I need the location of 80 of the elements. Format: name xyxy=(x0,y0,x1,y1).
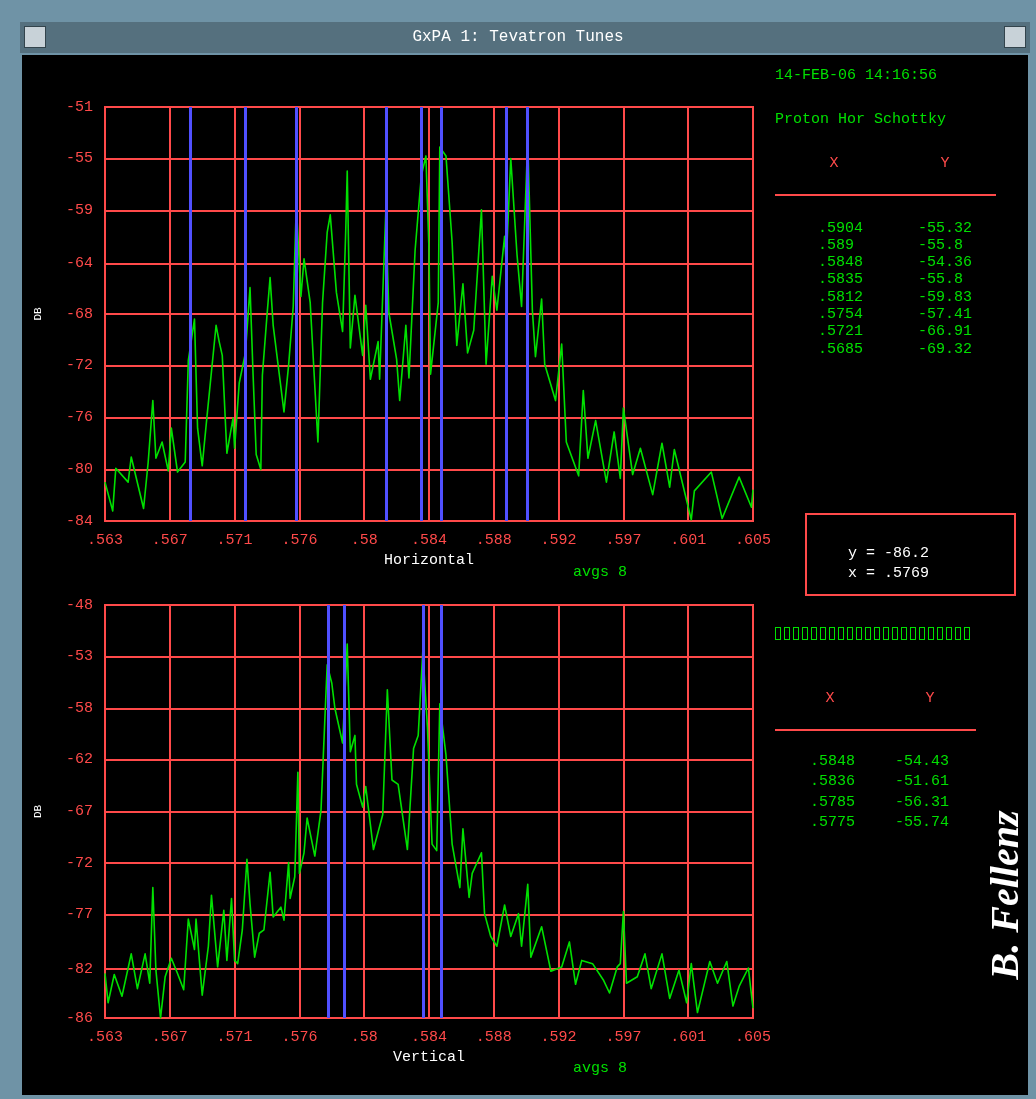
y-tick-label: -86 xyxy=(65,1009,93,1027)
y-tick-label: -51 xyxy=(65,98,93,116)
text: -55.8 xyxy=(918,236,964,254)
text: avgs 8 xyxy=(573,1059,628,1077)
x-tick-label: .58 xyxy=(350,532,378,549)
y-axis-title: DB xyxy=(31,307,44,321)
x-tick-label: .571 xyxy=(216,1029,253,1046)
x-tick-label: .584 xyxy=(410,1029,448,1046)
y-tick-label: -67 xyxy=(65,803,93,820)
text: .5848 xyxy=(810,752,856,770)
y-tick-label: -68 xyxy=(65,305,93,323)
y-axis-title: DB xyxy=(31,804,44,819)
x-tick-label: .571 xyxy=(216,532,253,549)
text: -57.41 xyxy=(918,306,973,323)
text: Y xyxy=(925,689,935,707)
y-tick-label: -58 xyxy=(65,699,93,717)
x-tick-label: .601 xyxy=(670,1029,707,1046)
text: -66.91 xyxy=(918,323,973,341)
y-tick-label: -72 xyxy=(65,357,93,375)
x-tick-label: .567 xyxy=(151,532,188,549)
text: .5754 xyxy=(818,306,864,323)
x-tick-label: .597 xyxy=(605,532,642,549)
text: -59.83 xyxy=(918,288,973,306)
text: .5836 xyxy=(810,773,856,790)
y-tick-label: -77 xyxy=(65,906,93,924)
y-tick-label: -55 xyxy=(65,150,93,168)
x-tick-label: .592 xyxy=(540,1029,577,1046)
x-tick-label: .563 xyxy=(86,1029,124,1046)
x-tick-label: .605 xyxy=(734,1029,772,1046)
text: .5848 xyxy=(818,254,864,272)
x-tick-label: .58 xyxy=(350,1029,378,1046)
y-tick-label: -48 xyxy=(65,596,93,614)
x-tick-label: .588 xyxy=(475,1029,512,1046)
chart-title: GxPA 1: Tevatron Tunes xyxy=(412,28,624,46)
text: Proton Hor Schottky xyxy=(775,110,947,128)
text: -54.43 xyxy=(895,752,950,770)
text: .5835 xyxy=(818,271,864,289)
y-tick-label: -80 xyxy=(65,460,93,478)
text: .5812 xyxy=(818,288,864,306)
text: .5721 xyxy=(818,323,864,341)
text: x = .5769 xyxy=(848,564,930,582)
y-tick-label: -59 xyxy=(65,202,93,219)
text: Y xyxy=(940,154,950,172)
x-axis-title: Vertical xyxy=(392,1048,466,1066)
x-tick-label: .592 xyxy=(540,532,577,549)
y-tick-label: -84 xyxy=(65,512,93,530)
y-tick-label: -72 xyxy=(65,854,93,872)
text: -51.61 xyxy=(895,773,950,790)
x-tick-label: .563 xyxy=(86,532,124,549)
x-tick-label: .576 xyxy=(281,532,318,549)
text: .5904 xyxy=(818,219,864,237)
x-tick-label: .584 xyxy=(410,532,448,549)
text: -55.32 xyxy=(918,219,973,237)
text: -55.74 xyxy=(895,814,950,831)
text: y = -86.2 xyxy=(848,544,930,562)
x-tick-label: .588 xyxy=(475,532,512,549)
text: -56.31 xyxy=(895,793,950,811)
x-tick-label: .597 xyxy=(605,1029,642,1046)
text: .5775 xyxy=(810,814,856,831)
text: .5685 xyxy=(818,340,864,358)
text: .5785 xyxy=(810,793,856,811)
x-tick-label: .576 xyxy=(281,1029,318,1046)
x-axis-title: Horizontal xyxy=(383,551,475,569)
text: 14-FEB-06 14:16:56 xyxy=(775,66,938,84)
y-tick-label: -53 xyxy=(65,648,93,666)
text: B. Fellenz xyxy=(981,810,1027,981)
text: .589 xyxy=(818,236,855,254)
text: X xyxy=(829,154,839,172)
x-tick-label: .605 xyxy=(734,532,772,549)
text: X xyxy=(825,689,835,707)
x-tick-label: .567 xyxy=(151,1029,188,1046)
text: -55.8 xyxy=(918,271,964,289)
y-tick-label: -82 xyxy=(65,960,93,978)
y-tick-label: -76 xyxy=(65,409,93,426)
text: -54.36 xyxy=(918,254,973,272)
y-tick-label: -64 xyxy=(65,255,93,273)
x-tick-label: .601 xyxy=(670,532,707,549)
text: -69.32 xyxy=(918,340,973,358)
text: avgs 8 xyxy=(573,563,628,581)
y-tick-label: -62 xyxy=(65,751,93,769)
